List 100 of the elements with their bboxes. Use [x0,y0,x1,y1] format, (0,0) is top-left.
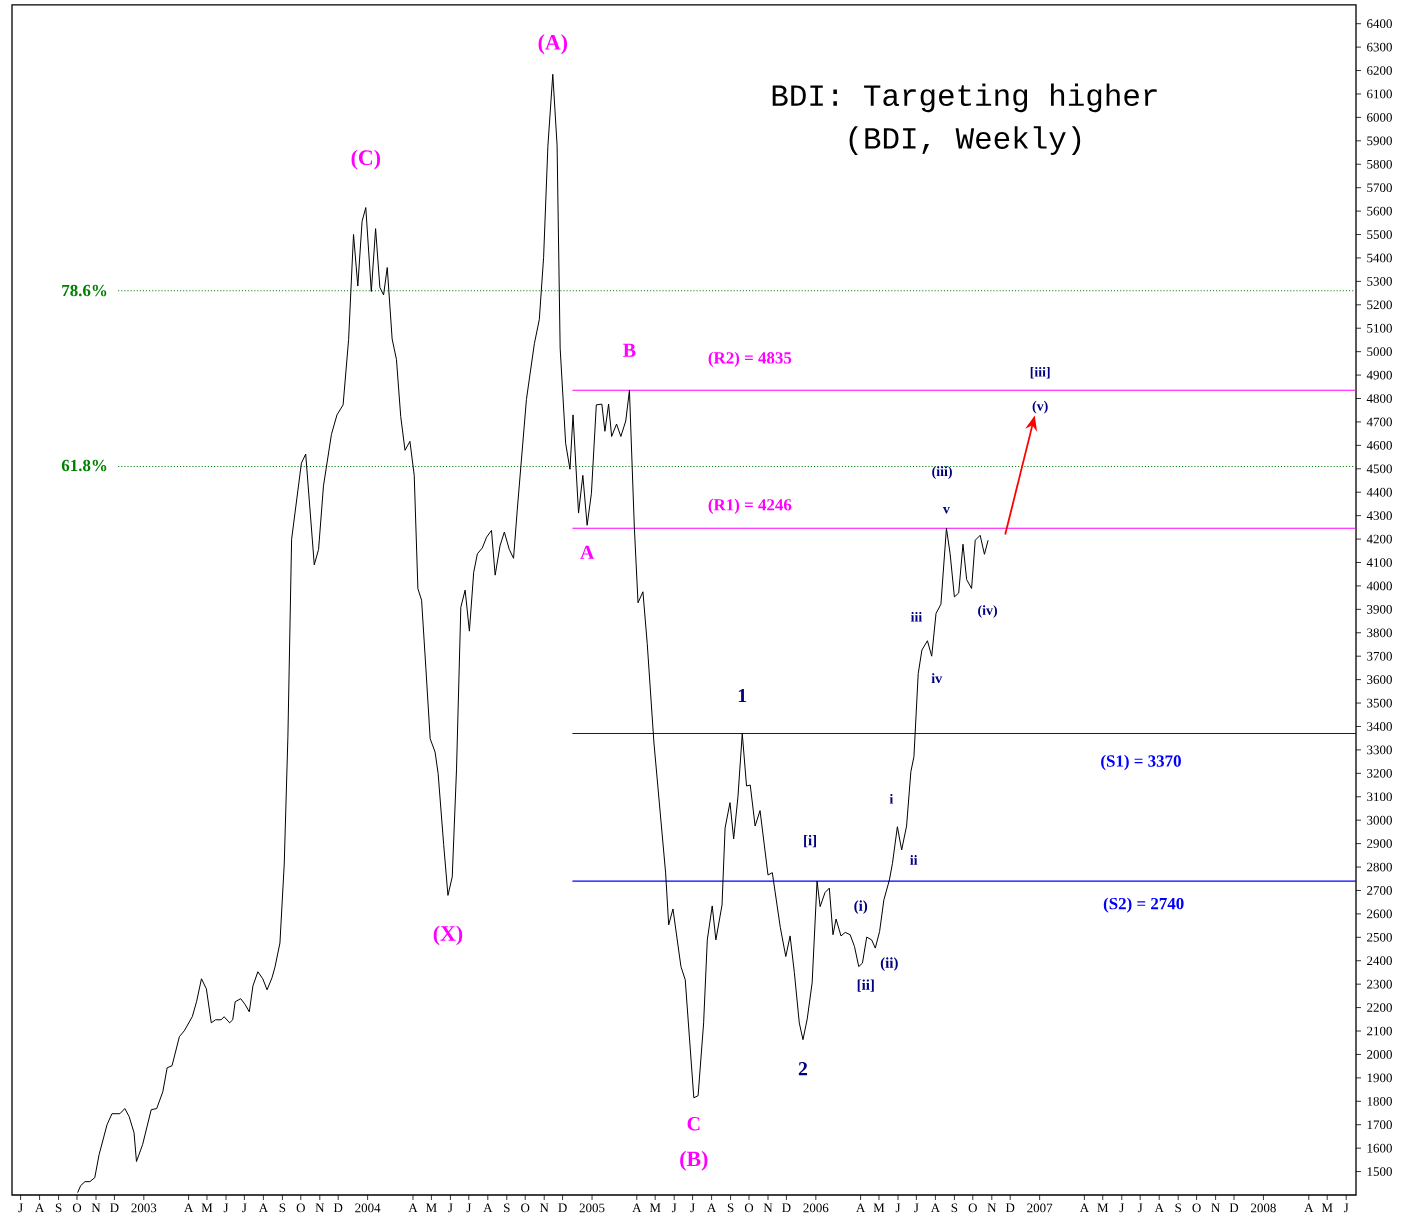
y-tick-label: 5000 [1367,347,1392,357]
y-tick-label: 6000 [1367,113,1392,122]
y-tick-label: 3900 [1367,604,1392,614]
x-tick-label: D [1005,1203,1015,1213]
x-tick-label: J [242,1203,247,1213]
x-tick-label: 2008 [1251,1203,1276,1213]
y-tick-label: 2600 [1367,909,1392,919]
annotation: C [687,1117,700,1131]
y-tick-label: 3200 [1367,768,1392,778]
x-tick-label: D [1229,1203,1239,1213]
y-tick-label: 3700 [1367,651,1392,661]
x-tick-label: S [279,1203,286,1213]
annotation: [ii] [857,979,874,992]
x-tick-label: A [483,1203,493,1213]
x-tick-label: A [1304,1203,1314,1213]
x-tick-label: J [690,1203,695,1213]
y-tick-label: 4000 [1366,581,1392,591]
text: BDI: Targeting higher [772,83,1157,113]
x-tick-label: M [1097,1203,1109,1212]
y-tick-label: 2700 [1367,886,1392,895]
y-tick-label: 5200 [1367,300,1392,310]
annotation: (C) [351,149,381,170]
x-tick-label: A [1154,1203,1164,1213]
text: (BDI, Weekly) [849,126,1081,155]
annotation: (X) [433,925,463,946]
y-tick-label: 3500 [1367,698,1392,708]
x-tick-label: M [1321,1203,1333,1212]
x-tick-label: A [856,1203,866,1213]
x-tick-label: S [1175,1203,1181,1213]
y-tick-label: 1600 [1367,1143,1392,1153]
annotation: v [942,507,950,514]
y-tick-label: 6400 [1367,19,1392,29]
annotation: 2 [798,1062,808,1076]
x-tick-label: 2004 [355,1203,381,1213]
y-tick-label: 2800 [1367,862,1392,872]
y-tick-label: 6200 [1367,66,1392,75]
y-tick-label: 3800 [1367,628,1392,638]
x-tick-label: D [333,1203,343,1213]
x-tick-label: M [201,1203,213,1212]
y-tick-label: 5100 [1367,323,1392,333]
x-tick-label: O [1192,1203,1201,1213]
x-tick-label: J [671,1203,677,1213]
x-tick-label: N [539,1203,549,1212]
y-tick-label: 2900 [1367,839,1392,848]
x-tick-label: A [258,1203,268,1213]
y-tick-label: 4400 [1366,487,1392,497]
y-tick-label: 3000 [1367,815,1392,825]
x-tick-label: A [35,1203,45,1213]
y-tick-label: 2500 [1367,932,1392,942]
x-tick-label: J [1119,1203,1125,1213]
y-tick-label: 2000 [1367,1050,1392,1059]
x-tick-label: A [707,1203,717,1213]
ref-line-label: (R1) = 4246 [708,498,792,514]
y-tick-label: 3600 [1367,675,1392,684]
y-tick-label: 6300 [1367,42,1392,52]
y-tick-label: 4900 [1366,370,1392,380]
x-tick-label: S [727,1203,734,1213]
x-tick-label: A [408,1203,418,1213]
x-tick-label: J [223,1203,229,1213]
ref-line-label: (S1) = 3370 [1101,754,1181,771]
y-tick-label: 4500 [1366,464,1392,474]
x-tick-label: N [91,1203,101,1212]
y-tick-label: 4200 [1366,534,1392,544]
x-tick-label: O [521,1203,530,1213]
annotation: ii [910,855,918,865]
x-tick-label: 2005 [579,1203,605,1213]
y-tick-label: 5600 [1367,206,1392,216]
x-tick-label: S [55,1203,62,1213]
x-tick-label: M [873,1203,885,1212]
x-tick-label: O [968,1203,977,1213]
annotation: 61.8% [61,459,107,472]
x-tick-label: J [914,1203,919,1213]
x-tick-label: J [895,1203,901,1213]
annotation: (v) [1032,400,1048,414]
x-tick-label: N [315,1203,325,1212]
x-tick-label: 2006 [803,1203,829,1213]
x-tick-label: D [558,1203,567,1213]
y-tick-label: 4700 [1366,417,1392,427]
y-tick-label: 1800 [1367,1096,1392,1106]
annotation: (i) [854,900,868,914]
x-tick-label: J [466,1203,472,1213]
y-tick-label: 6100 [1367,89,1392,99]
x-tick-label: M [649,1203,661,1212]
y-tick-label: 3400 [1367,722,1392,731]
y-tick-label: 5700 [1367,183,1392,193]
y-tick-label: 3100 [1367,792,1392,802]
y-tick-label: 2200 [1367,1003,1392,1012]
annotation: (iv) [978,605,998,618]
x-tick-label: A [1079,1203,1089,1213]
y-tick-label: 4100 [1366,558,1392,567]
ref-line-label: (S2) = 2740 [1103,897,1184,913]
annotation: B [623,343,636,357]
annotation: i [889,793,894,804]
x-tick-label: A [930,1203,940,1213]
y-tick-label: 5800 [1367,159,1392,169]
x-tick-label: J [1137,1203,1143,1213]
x-tick-label: J [18,1203,23,1213]
annotation: (ii) [880,957,898,971]
y-tick-label: 4800 [1366,394,1392,403]
x-tick-label: 2007 [1027,1203,1053,1213]
